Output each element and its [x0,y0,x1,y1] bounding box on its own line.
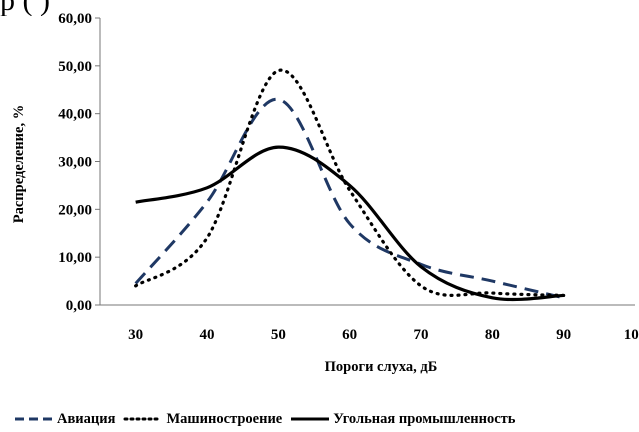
x-tick-label: 50 [271,327,286,343]
y-tick-label: 40,00 [58,107,92,123]
y-tick-label: 50,00 [58,59,92,75]
legend-label-aviation: Авиация [57,410,116,427]
y-axis-ticks: 0,00 10,00 20,00 30,00 40,00 50,00 60,00 [58,11,100,314]
x-tick-label: 60 [342,327,357,343]
legend-swatch-dotted [123,417,163,421]
x-axis-ticks: 30 40 50 60 70 80 90 100 [128,327,639,343]
x-tick-label: 90 [556,327,571,343]
top-text-fragment: р ( ) [0,0,639,16]
legend-swatch-solid [291,417,330,421]
x-axis-label: Пороги слуха, дБ [325,359,438,375]
x-tick-label: 40 [200,327,215,343]
legend-label-machinery: Машиностроение [166,410,283,427]
y-tick-label: 20,00 [58,202,92,218]
x-tick-label: 30 [128,327,143,343]
legend-swatch-dashed [15,417,53,421]
y-tick-label: 10,00 [58,250,92,266]
legend-item-coal: Угольная промышленность [290,411,515,428]
y-tick-label: 30,00 [58,155,92,171]
series-machinery [134,68,566,298]
x-tick-label: 100 [624,327,639,343]
series-coal [135,145,564,302]
y-tick-label: 60,00 [58,11,92,27]
chart-legend: Авиация Машиностроение Угольная промышле… [14,409,639,429]
x-tick-label: 80 [485,327,500,343]
legend-label-coal: Угольная промышленность [333,410,516,427]
y-axis-label: Распределение, % [11,105,27,223]
chart-axes [99,18,635,306]
series-aviation [134,97,565,300]
legend-item-aviation: Авиация [14,411,115,428]
y-tick-label: 0,00 [66,298,92,314]
x-tick-label: 70 [414,327,429,343]
legend-item-machinery: Машиностроение [123,411,282,428]
chart-series [134,68,566,302]
